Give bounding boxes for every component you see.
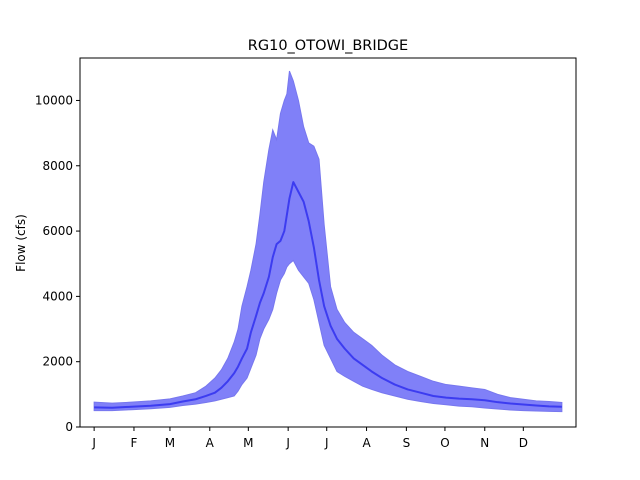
x-tick-label: A <box>362 436 371 450</box>
x-tick-label: M <box>243 436 253 450</box>
plot-area <box>93 70 563 413</box>
x-tick-label: J <box>91 436 96 450</box>
median-line <box>94 181 562 409</box>
y-tick-label: 0 <box>65 420 73 434</box>
y-axis-label: Flow (cfs) <box>14 214 28 272</box>
chart-title: RG10_OTOWI_BRIDGE <box>248 38 408 54</box>
x-tick-label: F <box>131 436 138 450</box>
y-tick-label: 10000 <box>35 93 73 107</box>
x-tick-label: O <box>440 436 449 450</box>
x-tick-label: J <box>324 436 329 450</box>
y-tick-label: 2000 <box>42 355 73 369</box>
x-tick-label: J <box>285 436 290 450</box>
x-tick-label: S <box>403 436 411 450</box>
x-tick-label: N <box>480 436 489 450</box>
x-tick-label: D <box>519 436 528 450</box>
y-tick-label: 4000 <box>42 289 73 303</box>
y-axis: 0 2000 4000 6000 8000 10000 <box>35 93 80 434</box>
x-tick-label: A <box>206 436 215 450</box>
y-tick-label: 6000 <box>42 224 73 238</box>
plot-frame <box>79 57 577 428</box>
y-tick-label: 8000 <box>42 159 73 173</box>
range-band <box>93 70 563 413</box>
x-tick-label: M <box>165 436 175 450</box>
